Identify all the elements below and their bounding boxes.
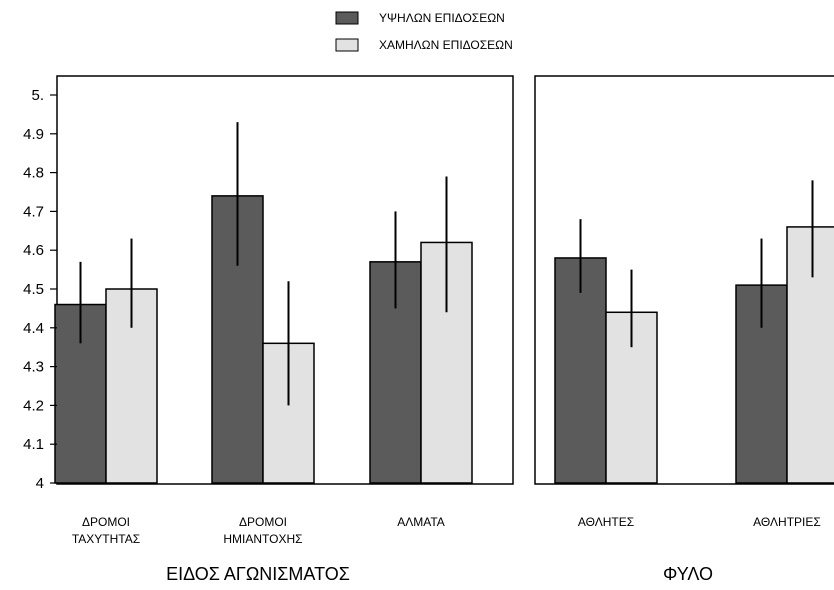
y-axis: 4 4.1 4.2 4.3 4.4 4.5 4.6 4.7 4.8 4.9 5. xyxy=(23,87,57,492)
x-axis-title: ΦΥΛΟ xyxy=(663,564,713,584)
y-tick-label: 4.6 xyxy=(23,242,44,259)
panel-gender: ΑΘΛΗΤΕΣ ΑΘΛΗΤΡΙΕΣ ΦΥΛΟ xyxy=(534,75,834,584)
legend-swatch-high xyxy=(335,11,359,25)
y-tick-label: 4.1 xyxy=(23,436,44,453)
legend-label-high: ΥΨΗΛΩΝ ΕΠΙΔΟΣΕΩΝ xyxy=(379,11,505,25)
legend-swatch-low xyxy=(335,38,359,52)
category-label: ΑΛΜΑΤΑ xyxy=(397,515,445,529)
y-tick-label: 4.5 xyxy=(23,281,44,298)
x-axis-title: ΕΙΔΟΣ ΑΓΩΝΙΣΜΑΤΟΣ xyxy=(166,564,350,584)
legend: ΥΨΗΛΩΝ ΕΠΙΔΟΣΕΩΝ ΧΑΜΗΛΩΝ ΕΠΙΔΟΣΕΩΝ xyxy=(335,11,513,52)
y-tick-label: 4.8 xyxy=(23,165,44,182)
panel-frame xyxy=(56,75,514,485)
y-tick-label: 4.4 xyxy=(23,320,44,337)
bar-event-2-low xyxy=(262,342,315,484)
y-tick-label: 4.2 xyxy=(23,397,44,414)
bar-gender-2-low xyxy=(786,226,834,484)
y-tick-label: 4 xyxy=(36,475,44,492)
y-tick-label: 4.7 xyxy=(23,203,44,220)
category-label: ΑΘΛΗΤΕΣ xyxy=(578,515,634,529)
category-label: ΗΜΙΑΝΤΟΧΗΣ xyxy=(223,532,302,546)
legend-label-low: ΧΑΜΗΛΩΝ ΕΠΙΔΟΣΕΩΝ xyxy=(379,38,513,52)
panel-frame xyxy=(534,75,834,485)
panel-event-type: ΔΡΟΜΟΙ ΤΑΧΥΤΗΤΑΣ ΔΡΟΜΟΙ ΗΜΙΑΝΤΟΧΗΣ ΑΛΜΑΤΑ ΕΙΔ… xyxy=(54,75,514,584)
category-label: ΑΘΛΗΤΡΙΕΣ xyxy=(753,515,821,529)
y-tick-label: 4.3 xyxy=(23,359,44,376)
category-label: ΔΡΟΜΟΙ xyxy=(239,515,287,529)
y-tick-label: 4.9 xyxy=(23,126,44,143)
category-label: ΔΡΟΜΟΙ xyxy=(82,515,130,529)
category-label: ΤΑΧΥΤΗΤΑΣ xyxy=(72,532,140,546)
y-tick-label: 5. xyxy=(31,87,44,104)
